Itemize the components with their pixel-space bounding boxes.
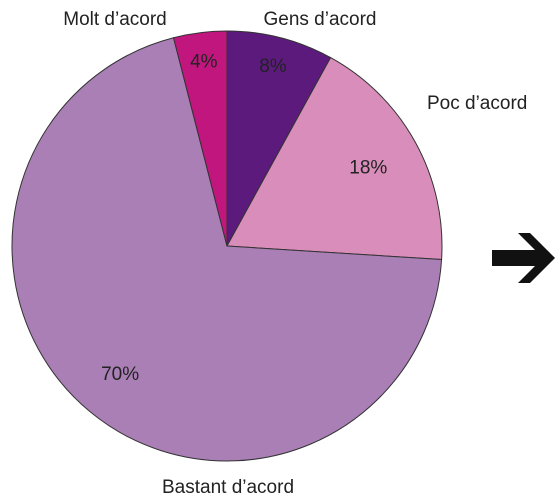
value-label: 18% [349,157,387,178]
pie-slice [172,30,228,247]
category-label: Bastant d’acord [162,477,294,498]
category-label: Gens d’acord [263,9,376,30]
pie-slice [11,37,443,462]
pie-slice [226,56,443,261]
value-label: 4% [190,52,218,73]
pie-slice [226,30,332,247]
category-label: Molt d’acord [63,9,167,30]
value-label: 8% [259,56,287,77]
category-label: Poc d’acord [427,93,527,114]
arrow [492,233,555,283]
value-label: 70% [101,364,139,385]
